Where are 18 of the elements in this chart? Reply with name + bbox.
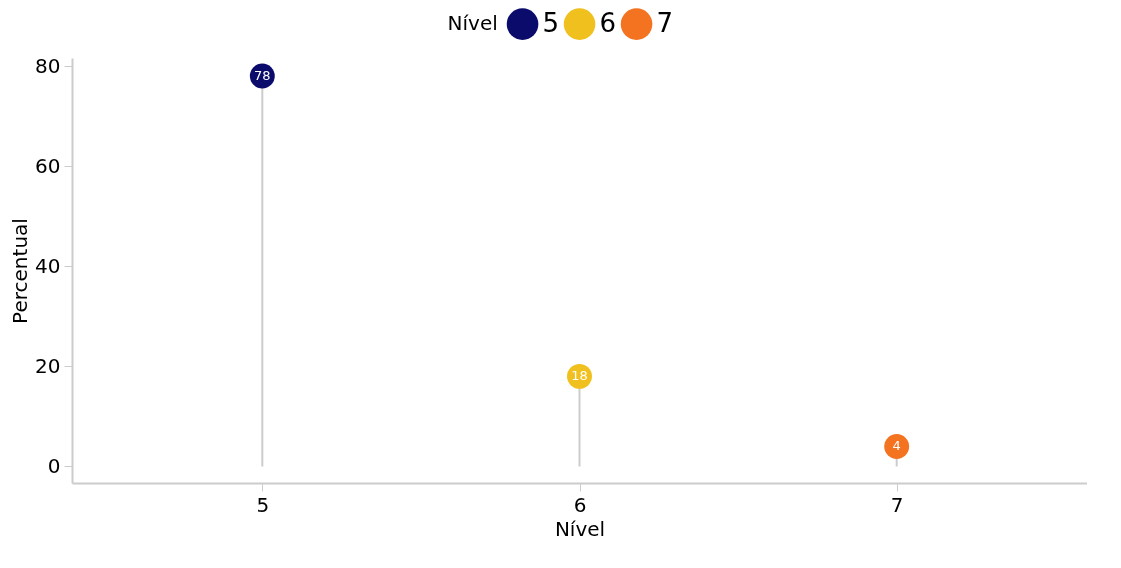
data-label: 18 [571,368,588,384]
data-label: 78 [254,68,271,84]
legend-title: Nível [447,11,498,35]
legend-label: 5 [542,8,560,39]
y-axis-title: Percentual [8,218,33,324]
x-tick-label: 6 [573,492,587,517]
point [884,434,910,459]
y-tick-label: 40 [35,253,61,278]
x-tick-label: 5 [256,492,270,517]
y-tick-label: 80 [35,53,61,78]
legend-label: 6 [599,8,617,39]
data-label: 4 [892,438,901,454]
y-tick-label: 60 [35,153,61,178]
legend-label: 7 [656,8,674,39]
x-tick-label: 7 [890,492,904,517]
x-axis-title: Nível [554,516,606,541]
y-tick-label: 0 [47,453,61,478]
y-tick-label: 20 [35,353,61,378]
